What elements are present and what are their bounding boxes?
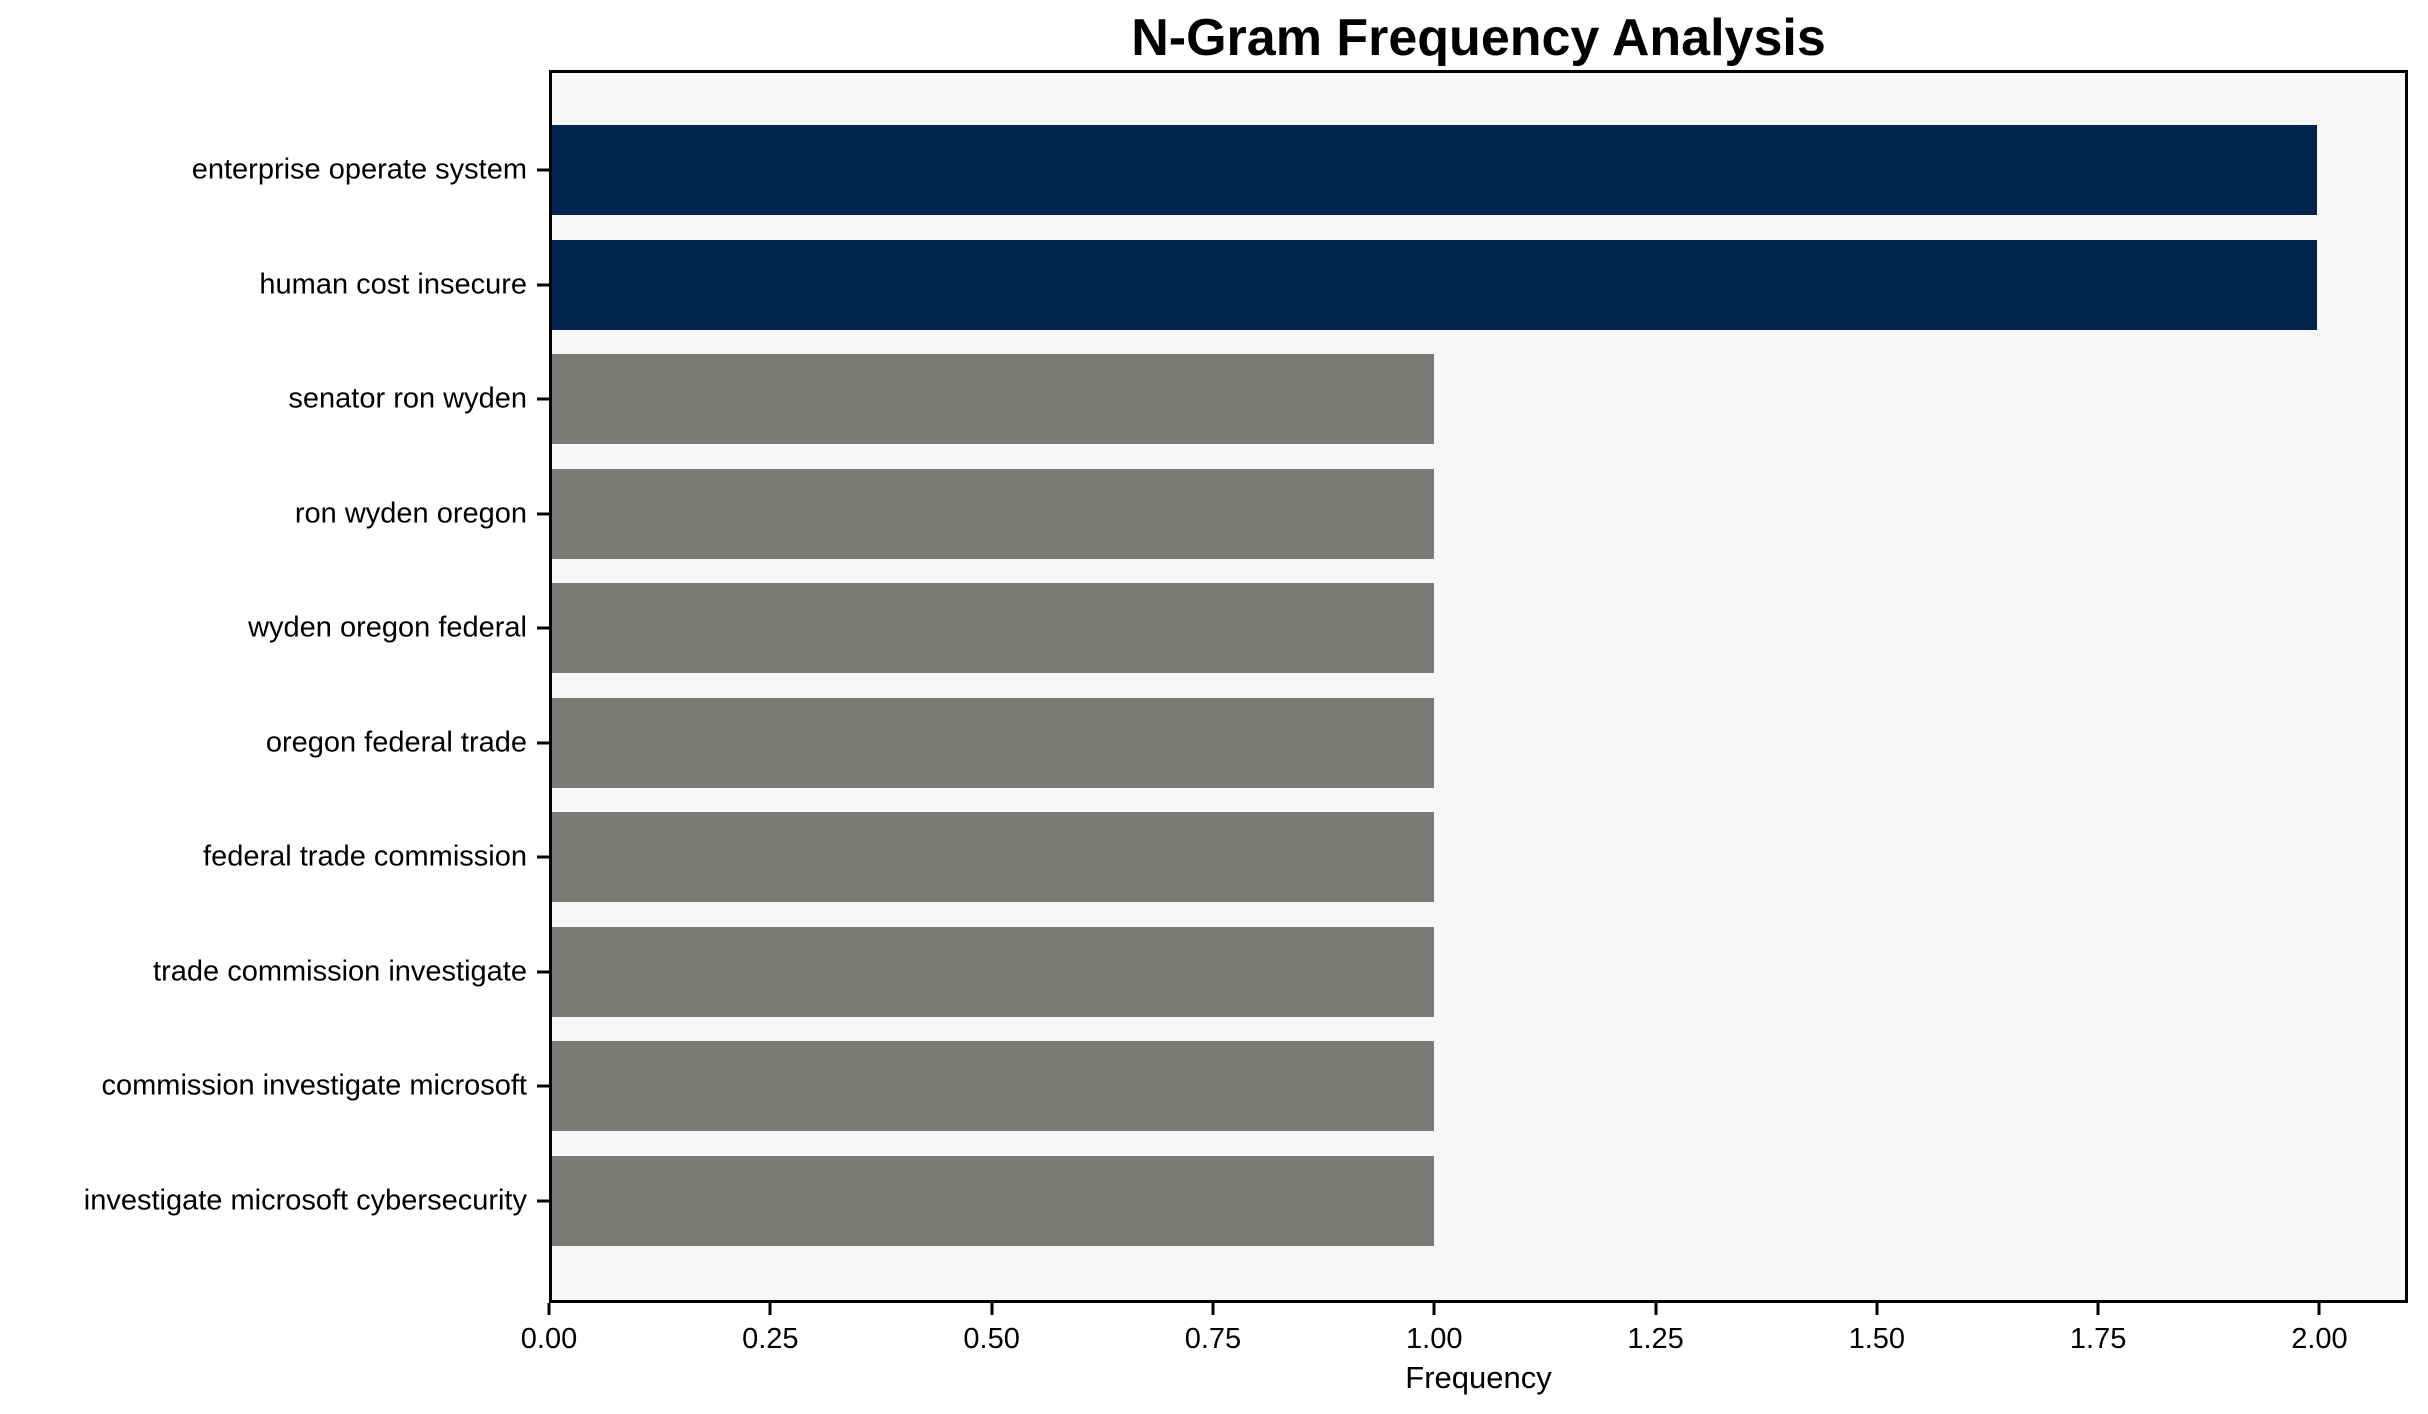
x-tick-label: 1.00 [1406, 1323, 1463, 1355]
x-tick-mark [1875, 1303, 1879, 1315]
bar-row: trade commission investigate [153, 915, 2405, 1030]
y-tick-label: wyden oregon federal [248, 611, 527, 644]
y-tick-mark [537, 741, 549, 745]
y-tick-mark [537, 397, 549, 401]
y-tick-mark [537, 512, 549, 516]
x-tick-label: 1.75 [2069, 1323, 2127, 1355]
x-tick-label: 0.00 [520, 1323, 578, 1355]
y-tick-label: ron wyden oregon [294, 497, 527, 530]
plot-area: enterprise operate system human cost inse… [84, 70, 2408, 1303]
bar [552, 812, 1435, 903]
y-tick-label: investigate microsoft cybersecurity [83, 1184, 527, 1217]
x-tick-mark [768, 1303, 772, 1315]
x-axis: 0.00 0.25 0.50 0.75 1.00 1.25 1.50 1.75 2.00 [521, 1303, 2408, 1413]
bar-row: wyden oregon federal [248, 571, 2405, 686]
bar [552, 354, 1435, 445]
x-tick-mark [1654, 1303, 1658, 1315]
bar [552, 583, 1435, 674]
bar-row: oregon federal trade [266, 686, 2405, 801]
x-tick-label: 2.00 [2291, 1323, 2348, 1355]
bar [552, 468, 1435, 559]
bar-row: federal trade commission [203, 800, 2405, 915]
bar [552, 125, 2317, 216]
y-tick-mark [537, 1084, 549, 1088]
chart-title: N-Gram Frequency Analysis [1131, 9, 1826, 67]
x-tick-mark [2317, 1303, 2321, 1315]
bar-row: enterprise operate system [192, 113, 2405, 228]
y-tick-mark [537, 855, 549, 859]
bar [552, 1155, 1435, 1246]
y-tick-label: oregon federal trade [265, 726, 527, 759]
x-tick-label: 1.25 [1627, 1323, 1684, 1355]
x-tick-mark [1432, 1303, 1436, 1315]
bar [552, 1041, 1435, 1132]
x-tick-mark [1211, 1303, 1215, 1315]
y-tick-mark [537, 1199, 549, 1203]
bar [552, 926, 1435, 1017]
x-tick-label: 0.25 [742, 1323, 799, 1355]
bar-row: commission investigate microsoft [102, 1029, 2405, 1144]
y-tick-mark [537, 626, 549, 630]
x-tick-label: 1.50 [1848, 1323, 1906, 1355]
bar [552, 697, 1435, 788]
bar [552, 239, 2317, 330]
y-tick-label: trade commission investigate [153, 955, 527, 988]
bar-row: ron wyden oregon [295, 457, 2405, 572]
y-tick-label: federal trade commission [203, 840, 527, 873]
y-tick-label: senator ron wyden [288, 382, 527, 415]
x-tick-label: 0.50 [963, 1323, 1020, 1355]
x-axis-label: Frequency [1405, 1360, 1552, 1395]
y-tick-mark [537, 168, 549, 172]
x-tick-mark [547, 1303, 551, 1315]
y-tick-mark [537, 283, 549, 287]
x-tick-mark [2096, 1303, 2100, 1315]
bar-row: senator ron wyden [288, 342, 2405, 457]
y-tick-label: commission investigate microsoft [101, 1069, 527, 1102]
y-tick-label: human cost insecure [259, 268, 527, 301]
x-tick-mark [990, 1303, 994, 1315]
bar-row: investigate microsoft cybersecurity [84, 1144, 2405, 1259]
y-tick-mark [537, 970, 549, 974]
y-tick-label: enterprise operate system [191, 153, 527, 186]
x-tick-label: 0.75 [1184, 1323, 1242, 1355]
bar-row: human cost insecure [259, 228, 2405, 343]
bar-rows: enterprise operate system human cost inse… [84, 73, 2405, 1300]
